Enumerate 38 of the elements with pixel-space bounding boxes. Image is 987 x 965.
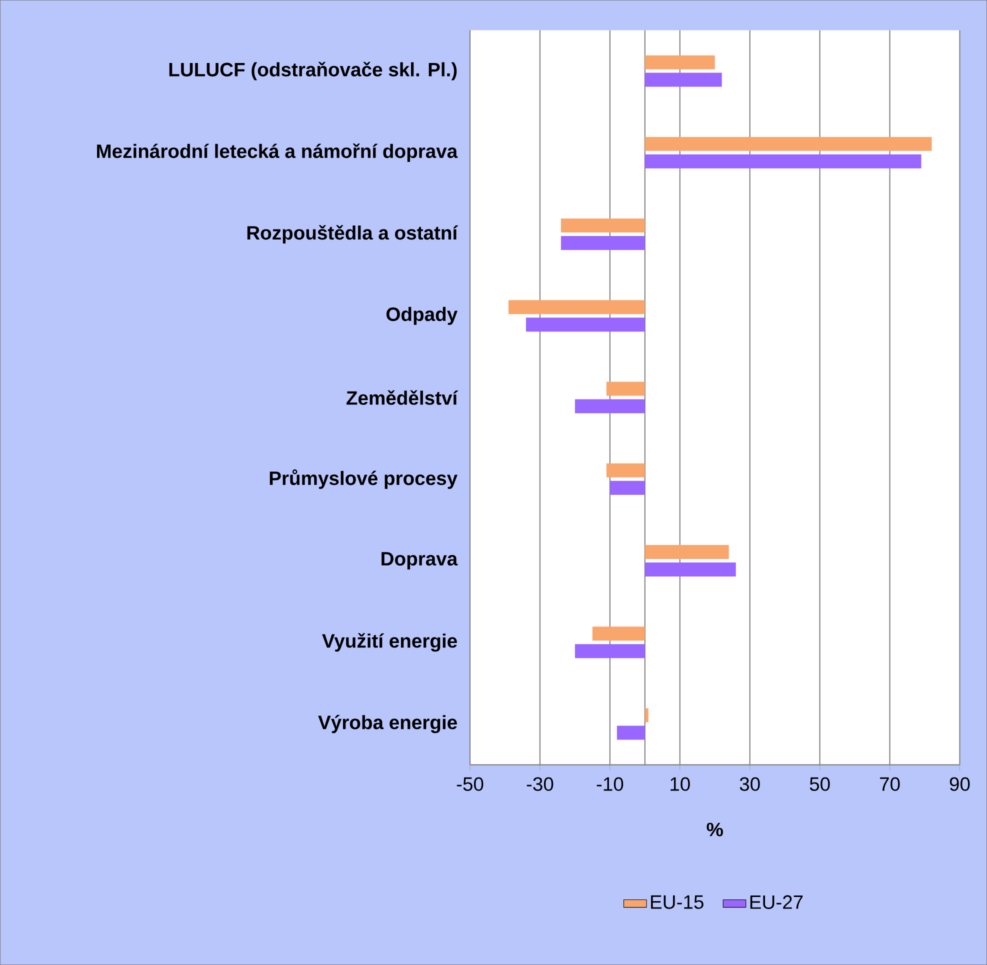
x-tick-label: 90 — [950, 777, 970, 791]
y-tick-label: Průmyslové procesy — [270, 469, 458, 489]
bar — [574, 399, 645, 414]
legend-label: EU-15 — [651, 895, 704, 909]
y-tick-label: Zemědělství — [346, 390, 458, 405]
bar — [644, 708, 648, 722]
bar — [644, 545, 729, 560]
y-tick-label: Využití energie — [322, 633, 457, 652]
bar — [606, 463, 645, 478]
bar — [644, 55, 715, 70]
bar — [610, 480, 645, 495]
x-tick-label: 10 — [670, 777, 690, 791]
x-axis-title: % — [706, 822, 723, 836]
bar — [560, 236, 645, 250]
bar — [508, 300, 645, 314]
x-tick-label: 70 — [880, 777, 900, 791]
x-tick-label: -30 — [526, 777, 554, 791]
y-tick-label: Odpady — [386, 306, 458, 325]
x-tick-label: -50 — [456, 777, 484, 791]
y-tick-label: Rozpouštědla a ostatní — [247, 225, 458, 244]
bar — [560, 218, 645, 233]
bar — [606, 382, 645, 396]
bar — [592, 626, 645, 641]
y-tick-label: LULUCF (odstraňovače skl. Pl.) — [169, 62, 457, 80]
bar — [644, 136, 932, 151]
bar — [616, 726, 645, 740]
bar — [644, 72, 722, 87]
x-tick-label: 30 — [740, 777, 760, 791]
y-tick-label: Mezinárodní letecká a námořní doprava — [97, 143, 458, 162]
legend-label: EU-27 — [750, 895, 803, 909]
y-tick-label: Doprava — [382, 552, 458, 570]
y-tick-label: Výroba energie — [318, 714, 457, 734]
bar — [526, 318, 645, 332]
bar — [644, 562, 736, 577]
x-tick-label: -10 — [596, 777, 624, 791]
x-tick-label: 50 — [810, 777, 830, 791]
bar — [574, 644, 645, 658]
bar — [644, 154, 922, 168]
